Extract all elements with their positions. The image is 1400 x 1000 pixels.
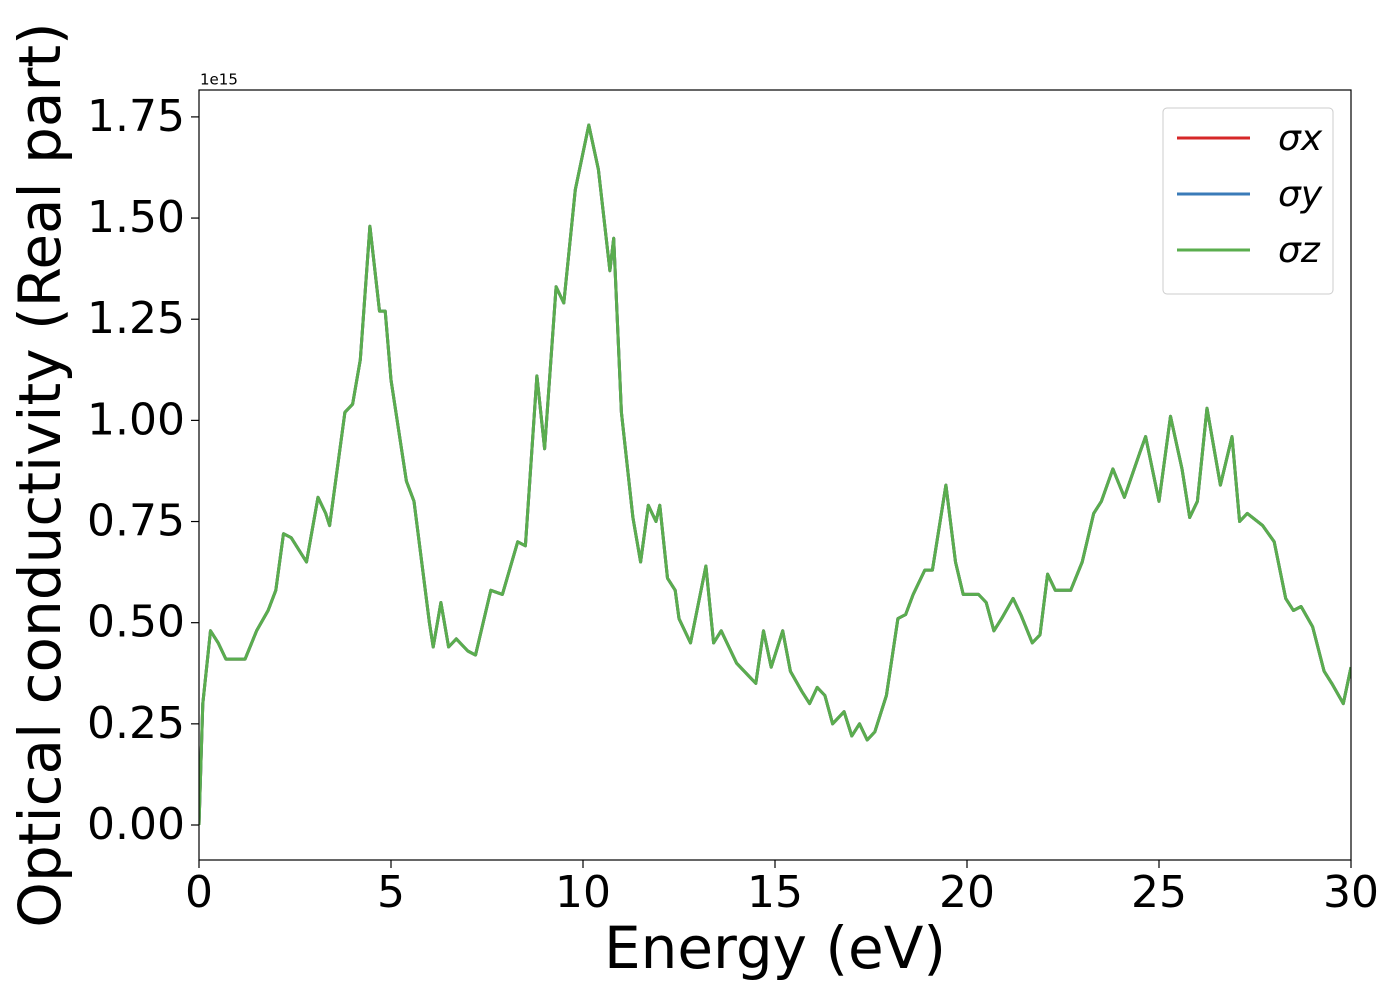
x-tick-label: 5 <box>377 867 405 918</box>
legend-box <box>1162 107 1334 295</box>
x-axis-label: Energy (eV) <box>604 914 946 982</box>
y-tick-label: 1.50 <box>87 192 185 243</box>
y-axis-label: Optical conductivity (Real part) <box>6 22 74 927</box>
x-tick-label: 25 <box>1131 867 1187 918</box>
x-tick-label: 30 <box>1323 867 1379 918</box>
plot-frame <box>198 89 1352 861</box>
x-tick-label: 20 <box>939 867 995 918</box>
y-tick-label: 0.50 <box>87 597 185 648</box>
y-tick-label: 0.00 <box>87 799 185 850</box>
x-tick-label: 15 <box>747 867 803 918</box>
y-tick-label: 1.25 <box>87 293 185 344</box>
y-tick-label: 0.75 <box>87 496 185 547</box>
y-tick-label: 1.75 <box>87 91 185 142</box>
x-tick-label: 0 <box>185 867 213 918</box>
y-tick-label: 1.00 <box>87 394 185 445</box>
legend-label: σx <box>1278 118 1323 159</box>
x-tick-label: 10 <box>555 867 611 918</box>
legend-label: σz <box>1278 230 1321 271</box>
y-tick-label: 0.25 <box>87 698 185 749</box>
series-line <box>199 123 1351 826</box>
y-offset-text: 1e15 <box>200 71 238 89</box>
legend-label: σy <box>1278 174 1323 215</box>
